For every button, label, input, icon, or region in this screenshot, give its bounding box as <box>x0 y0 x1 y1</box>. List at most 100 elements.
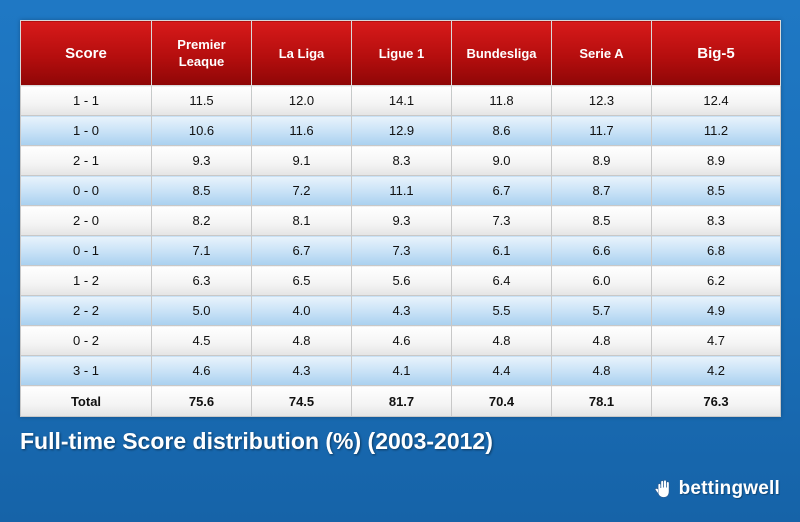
table-cell: 9.0 <box>451 145 552 176</box>
table-cell: 8.5 <box>551 205 652 236</box>
table-cell: 8.9 <box>651 145 781 176</box>
table-cell: 4.3 <box>251 355 352 386</box>
table-body: 1 - 1 11.5 12.0 14.1 11.8 12.3 12.4 1 - 0 10.6 11… <box>20 85 781 417</box>
score-label: 2 - 1 <box>20 145 152 176</box>
total-row: Total 75.6 74.5 81.7 70.4 78.1 76.3 <box>20 385 781 417</box>
table-cell: 4.8 <box>251 325 352 356</box>
table-row: 2 - 1 9.3 9.1 8.3 9.0 8.9 8.9 <box>20 145 781 176</box>
column-header: Bundesliga <box>451 20 552 86</box>
score-label: 0 - 0 <box>20 175 152 206</box>
table-cell: 10.6 <box>151 115 252 146</box>
table-cell: 8.9 <box>551 145 652 176</box>
score-label: 3 - 1 <box>20 355 152 386</box>
brand-logo[interactable]: bettingwell <box>653 478 780 500</box>
table-cell: 7.2 <box>251 175 352 206</box>
table-cell: 6.0 <box>551 265 652 296</box>
table-cell: 6.2 <box>651 265 781 296</box>
table-cell: 12.0 <box>251 85 352 116</box>
table-cell: 11.7 <box>551 115 652 146</box>
table-cell: 4.1 <box>351 355 452 386</box>
table-cell: 6.1 <box>451 235 552 266</box>
score-label: 2 - 0 <box>20 205 152 236</box>
table-cell: 9.3 <box>151 145 252 176</box>
table-cell: 4.7 <box>651 325 781 356</box>
chart-title: Full-time Score distribution (%) (2003-2… <box>20 428 493 454</box>
table-cell: 8.1 <box>251 205 352 236</box>
total-cell: 81.7 <box>351 385 452 417</box>
score-distribution-table: Score Premier Leaque La Liga Ligue 1 Bundesl… <box>20 20 781 417</box>
table-cell: 8.5 <box>651 175 781 206</box>
column-header: Serie A <box>551 20 652 86</box>
table-cell: 4.0 <box>251 295 352 326</box>
table-cell: 12.4 <box>651 85 781 116</box>
table-cell: 5.7 <box>551 295 652 326</box>
total-cell: 70.4 <box>451 385 552 417</box>
score-label: 0 - 1 <box>20 235 152 266</box>
table-cell: 9.1 <box>251 145 352 176</box>
column-header: Premier Leaque <box>151 20 252 86</box>
column-header: Ligue 1 <box>351 20 452 86</box>
table-header-row: Score Premier Leaque La Liga Ligue 1 Bundesl… <box>20 20 781 86</box>
table-cell: 8.3 <box>651 205 781 236</box>
table-cell: 4.3 <box>351 295 452 326</box>
total-cell: 78.1 <box>551 385 652 417</box>
table-cell: 6.8 <box>651 235 781 266</box>
table-cell: 8.7 <box>551 175 652 206</box>
table-cell: 14.1 <box>351 85 452 116</box>
table-cell: 4.8 <box>551 355 652 386</box>
column-header: La Liga <box>251 20 352 86</box>
table-cell: 8.3 <box>351 145 452 176</box>
table-cell: 7.1 <box>151 235 252 266</box>
brand-name: bettingwell <box>678 478 780 499</box>
table-row: 0 - 0 8.5 7.2 11.1 6.7 8.7 8.5 <box>20 175 781 206</box>
table-cell: 6.3 <box>151 265 252 296</box>
total-cell: 75.6 <box>151 385 252 417</box>
table-cell: 8.6 <box>451 115 552 146</box>
table-cell: 11.6 <box>251 115 352 146</box>
table-cell: 4.8 <box>551 325 652 356</box>
score-label: 2 - 2 <box>20 295 152 326</box>
table-cell: 4.8 <box>451 325 552 356</box>
table-row: 3 - 1 4.6 4.3 4.1 4.4 4.8 4.2 <box>20 355 781 386</box>
table-cell: 5.5 <box>451 295 552 326</box>
column-header: Big-5 <box>651 20 781 86</box>
hand-logo-icon <box>654 479 670 498</box>
table-cell: 6.6 <box>551 235 652 266</box>
table-cell: 4.6 <box>351 325 452 356</box>
table-cell: 9.3 <box>351 205 452 236</box>
table-row: 2 - 2 5.0 4.0 4.3 5.5 5.7 4.9 <box>20 295 781 326</box>
table-cell: 11.8 <box>451 85 552 116</box>
score-label: 1 - 2 <box>20 265 152 296</box>
table-cell: 4.4 <box>451 355 552 386</box>
table-cell: 4.9 <box>651 295 781 326</box>
table-cell: 7.3 <box>351 235 452 266</box>
column-header-score: Score <box>20 20 152 86</box>
table-cell: 8.2 <box>151 205 252 236</box>
table-cell: 4.5 <box>151 325 252 356</box>
table-cell: 7.3 <box>451 205 552 236</box>
table-row: 0 - 2 4.5 4.8 4.6 4.8 4.8 4.7 <box>20 325 781 356</box>
table-row: 0 - 1 7.1 6.7 7.3 6.1 6.6 6.8 <box>20 235 781 266</box>
table-cell: 5.0 <box>151 295 252 326</box>
score-label: 1 - 1 <box>20 85 152 116</box>
table-row: 1 - 2 6.3 6.5 5.6 6.4 6.0 6.2 <box>20 265 781 296</box>
table-cell: 12.3 <box>551 85 652 116</box>
table-cell: 11.5 <box>151 85 252 116</box>
table-row: 1 - 0 10.6 11.6 12.9 8.6 11.7 11.2 <box>20 115 781 146</box>
table-cell: 11.1 <box>351 175 452 206</box>
table-cell: 4.2 <box>651 355 781 386</box>
total-cell: 74.5 <box>251 385 352 417</box>
table-cell: 4.6 <box>151 355 252 386</box>
table-cell: 8.5 <box>151 175 252 206</box>
table-cell: 5.6 <box>351 265 452 296</box>
total-label: Total <box>20 385 152 417</box>
table-cell: 6.7 <box>251 235 352 266</box>
table-row: 2 - 0 8.2 8.1 9.3 7.3 8.5 8.3 <box>20 205 781 236</box>
table-cell: 11.2 <box>651 115 781 146</box>
table-cell: 6.5 <box>251 265 352 296</box>
table-cell: 12.9 <box>351 115 452 146</box>
table-cell: 6.4 <box>451 265 552 296</box>
table-row: 1 - 1 11.5 12.0 14.1 11.8 12.3 12.4 <box>20 85 781 116</box>
total-cell: 76.3 <box>651 385 781 417</box>
table-cell: 6.7 <box>451 175 552 206</box>
